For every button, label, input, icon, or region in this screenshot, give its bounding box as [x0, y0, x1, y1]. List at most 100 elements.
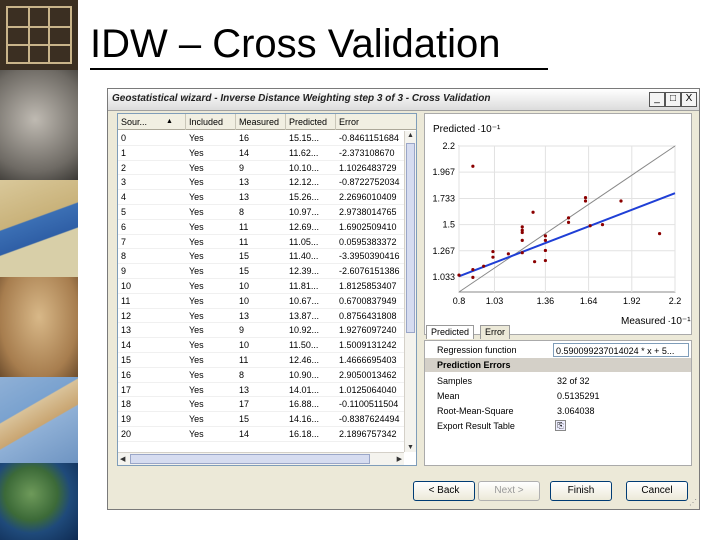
export-table-icon[interactable]: ⎘	[555, 420, 566, 431]
table-row[interactable]: 10 Yes 10 11.81... 1.8125853407	[118, 279, 404, 294]
next-button[interactable]: Next >	[478, 481, 540, 501]
table-horizontal-scrollbar[interactable]: ◀ ▶	[118, 452, 404, 465]
scroll-left-icon[interactable]: ◀	[120, 456, 126, 463]
export-label: Export Result Table	[437, 421, 515, 431]
scroll-right-icon[interactable]: ▶	[396, 456, 402, 463]
y-axis-label: Predicted ·10⁻¹	[433, 124, 501, 135]
cell-source: 6	[121, 221, 127, 232]
cell-included: Yes	[189, 310, 204, 321]
column-header-predicted[interactable]: Predicted	[286, 114, 336, 130]
x-axis-label-text: Measured	[621, 316, 665, 327]
cell-error: 2.2696010409	[339, 192, 397, 203]
column-header-error[interactable]: Error	[336, 114, 416, 130]
table-row[interactable]: 16 Yes 8 10.90... 2.9050013462	[118, 368, 404, 383]
table-row[interactable]: 17 Yes 13 14.01... 1.0125064040	[118, 383, 404, 398]
cell-source: 15	[121, 354, 132, 365]
maximize-button[interactable]: □	[665, 92, 681, 107]
tab-error[interactable]: Error	[480, 325, 510, 339]
window-titlebar[interactable]: Geostatistical wizard - Inverse Distance…	[108, 89, 699, 111]
cell-included: Yes	[189, 280, 204, 291]
y-tick-label: 1.5	[442, 220, 455, 230]
table-row[interactable]: 0 Yes 16 15.15... -0.8461151684	[118, 131, 404, 146]
cell-error: 1.4666695403	[339, 354, 397, 365]
cell-included: Yes	[189, 325, 204, 336]
reference-line	[458, 145, 676, 293]
cell-included: Yes	[189, 236, 204, 247]
table-row[interactable]: 5 Yes 8 10.97... 2.9738014765	[118, 205, 404, 220]
finish-button[interactable]: Finish	[550, 481, 612, 501]
cell-measured: 13	[239, 384, 250, 395]
data-point	[520, 230, 524, 235]
cell-measured: 15	[239, 266, 250, 277]
table-header: Sour... ▲ Included Measured Predicted Er…	[118, 114, 416, 130]
table-row[interactable]: 8 Yes 15 11.40... -3.3950390416	[118, 249, 404, 265]
table-row[interactable]: 20 Yes 14 16.18... 2.1896757342	[118, 427, 404, 442]
column-header-source[interactable]: Sour... ▲	[118, 114, 186, 130]
cell-included: Yes	[189, 369, 204, 380]
x-axis-exponent: ·10⁻¹	[667, 316, 691, 327]
data-point	[520, 238, 524, 242]
table-row[interactable]: 13 Yes 9 10.92... 1.9276097240	[118, 323, 404, 339]
table-row[interactable]: 1 Yes 14 11.62... -2.373108670	[118, 146, 404, 161]
cell-predicted: 11.05...	[289, 236, 319, 247]
mediterranean-map-image	[0, 377, 78, 463]
cell-predicted: 15.15...	[289, 133, 320, 143]
scroll-up-icon[interactable]: ▲	[407, 132, 414, 139]
cell-measured: 11	[239, 221, 249, 232]
cell-error: 0.8756431808	[339, 310, 397, 321]
mean-label: Mean	[437, 391, 460, 401]
cell-measured: 15	[239, 414, 250, 425]
minimize-button[interactable]: _	[649, 92, 665, 107]
data-point	[471, 164, 475, 168]
data-point	[533, 260, 537, 264]
cell-source: 17	[121, 384, 132, 395]
table-row[interactable]: 6 Yes 11 12.69... 1.6902509410	[118, 220, 404, 235]
y-axis-label-text: Predicted	[433, 124, 475, 135]
table-row[interactable]: 2 Yes 9 10.10... 1.1026483729	[118, 161, 404, 176]
horizontal-scroll-thumb[interactable]	[130, 454, 370, 464]
cell-predicted: 12.39...	[289, 266, 320, 277]
cell-measured: 11	[239, 236, 249, 247]
ancient-grid-map-image	[0, 0, 78, 70]
cell-source: 12	[121, 310, 132, 321]
vertical-scroll-thumb[interactable]	[406, 143, 415, 333]
table-row[interactable]: 15 Yes 11 12.46... 1.4666695403	[118, 353, 404, 368]
resize-grip-icon[interactable]: ⋰	[689, 498, 697, 507]
cell-predicted: 10.90...	[289, 369, 320, 380]
cross-validation-table: Sour... ▲ Included Measured Predicted Er…	[117, 113, 417, 466]
sort-ascending-icon: ▲	[166, 118, 173, 125]
title-underline	[90, 68, 548, 70]
back-button[interactable]: < Back	[413, 481, 475, 501]
table-vertical-scrollbar[interactable]: ▲ ▼	[404, 131, 416, 452]
data-point	[566, 220, 571, 224]
table-row[interactable]: 11 Yes 10 10.67... 0.6700837949	[118, 294, 404, 309]
table-row[interactable]: 14 Yes 10 11.50... 1.5009131242	[118, 338, 404, 353]
close-button[interactable]: X	[681, 92, 697, 107]
scroll-down-icon[interactable]: ▼	[407, 444, 414, 451]
table-row[interactable]: 12 Yes 13 13.87... 0.8756431808	[118, 309, 404, 324]
regression-function-field[interactable]: 0.590099237014024 * x + 5...	[553, 343, 689, 357]
table-row[interactable]: 4 Yes 13 15.26... 2.2696010409	[118, 190, 404, 205]
mean-value: 0.5135291	[557, 391, 600, 401]
y-tick-label: 1.033	[432, 272, 455, 282]
table-row[interactable]: 7 Yes 11 11.05... 0.0595383372	[118, 235, 404, 250]
table-row[interactable]: 9 Yes 15 12.39... -2.6076151386	[118, 264, 404, 279]
data-point	[482, 264, 486, 268]
cell-predicted: 12.69...	[289, 221, 320, 232]
cell-error: 1.1026483729	[339, 162, 397, 173]
data-point	[583, 199, 588, 203]
column-header-measured[interactable]: Measured	[236, 114, 286, 130]
cell-measured: 15	[239, 251, 250, 262]
cell-source: 14	[121, 340, 132, 351]
cell-measured: 14	[239, 147, 250, 158]
cell-measured: 13	[239, 192, 250, 203]
table-row[interactable]: 19 Yes 15 14.16... -0.8387624494	[118, 412, 404, 427]
cell-predicted: 10.97...	[289, 206, 320, 217]
cell-included: Yes	[189, 399, 204, 410]
tab-predicted[interactable]: Predicted	[426, 325, 475, 339]
table-row[interactable]: 3 Yes 13 12.12... -0.8722752034	[118, 175, 404, 191]
cancel-button[interactable]: Cancel	[626, 481, 688, 501]
table-row[interactable]: 18 Yes 17 16.88... -0.1100511504	[118, 397, 404, 413]
column-header-included[interactable]: Included	[186, 114, 236, 130]
cell-included: Yes	[189, 266, 204, 277]
